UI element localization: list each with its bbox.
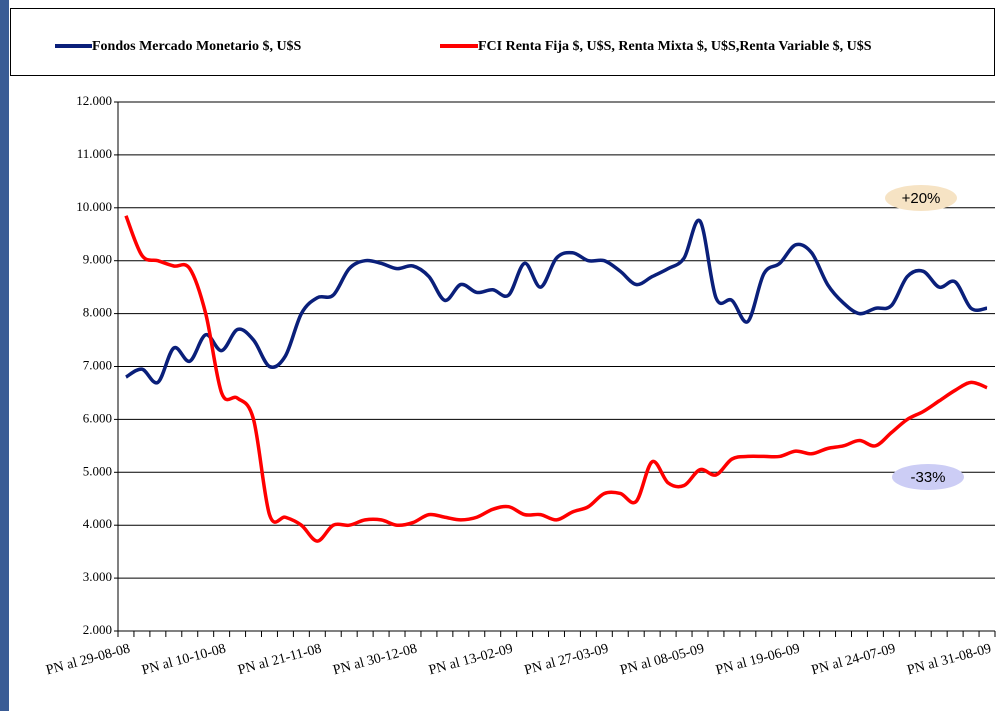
x-tick-label: PN al 31-08-09	[906, 641, 993, 678]
x-tick-label: PN al 10-10-08	[140, 641, 227, 678]
x-tick-label: PN al 27-03-09	[523, 641, 610, 678]
y-tick-label: 3.000	[83, 569, 112, 584]
x-tick-label: PN al 19-06-09	[714, 641, 801, 678]
x-tick-label: PN al 30-12-08	[332, 641, 419, 678]
y-tick-label: 7.000	[83, 357, 112, 372]
legend-label: FCI Renta Fija $, U$S, Renta Mixta $, U$…	[478, 39, 872, 54]
x-tick-label: PN al 24-07-09	[810, 641, 897, 678]
series-line	[125, 218, 988, 385]
series-line	[124, 215, 988, 543]
annotation: +20%	[902, 190, 941, 207]
y-tick-label: 5.000	[83, 463, 112, 478]
x-tick-label: PN al 29-08-08	[45, 641, 132, 678]
legend-label: Fondos Mercado Monetario $, U$S	[92, 39, 302, 54]
legend-box	[10, 8, 995, 76]
x-tick-label: PN al 13-02-09	[427, 641, 514, 678]
x-tick-label: PN al 21-11-08	[236, 641, 323, 678]
y-tick-label: 2.000	[83, 622, 112, 637]
x-tick-label: PN al 08-05-09	[619, 641, 706, 678]
y-tick-label: 12.000	[76, 93, 112, 108]
y-tick-label: 9.000	[83, 252, 112, 267]
side-strip	[0, 0, 9, 711]
y-tick-label: 10.000	[76, 199, 112, 214]
y-tick-label: 6.000	[83, 410, 112, 425]
y-tick-label: 8.000	[83, 305, 112, 320]
annotation: -33%	[910, 469, 945, 486]
annotation-bubble	[892, 464, 964, 490]
y-tick-label: 4.000	[83, 516, 112, 531]
y-tick-label: 11.000	[77, 146, 112, 161]
annotation-bubble	[885, 185, 957, 211]
